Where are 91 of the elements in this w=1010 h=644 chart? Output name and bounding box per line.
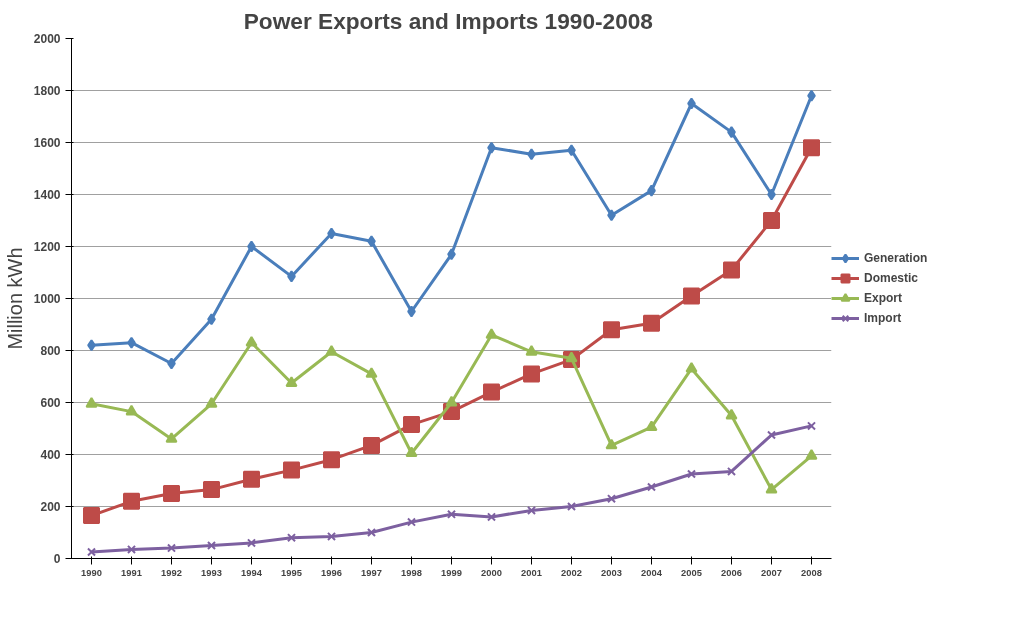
y-tick-label: 1200 <box>33 240 61 254</box>
point <box>725 408 738 420</box>
legend-label: Generation <box>864 251 928 265</box>
point <box>123 492 140 510</box>
y-tick-label: 200 <box>40 500 61 514</box>
legend-label: Import <box>864 311 902 325</box>
x-tick-label: 1993 <box>201 567 222 578</box>
x-tick-label: 2008 <box>801 567 822 578</box>
point <box>326 531 337 541</box>
point <box>603 321 620 339</box>
x-tick-label: 2007 <box>761 567 782 578</box>
point <box>125 404 138 416</box>
point <box>83 507 100 525</box>
y-tick-label: 0 <box>53 552 61 566</box>
y-tick-label: 1000 <box>33 292 61 306</box>
x-tick-label: 1995 <box>281 567 302 578</box>
point <box>645 420 658 432</box>
y-tick-label: 600 <box>40 396 61 410</box>
x-tick-label: 2005 <box>681 567 702 578</box>
point <box>686 469 697 479</box>
point <box>723 261 740 279</box>
x-tick-label: 1999 <box>441 567 462 578</box>
point <box>245 335 258 347</box>
y-tick-label: 1800 <box>33 84 61 98</box>
point <box>525 345 538 356</box>
point <box>806 421 817 431</box>
point <box>166 543 177 553</box>
point <box>406 517 417 527</box>
point <box>163 485 180 502</box>
point <box>605 438 618 450</box>
point <box>283 461 300 479</box>
x-tick-label: 2000 <box>481 567 502 578</box>
point <box>323 451 340 469</box>
point <box>85 397 98 408</box>
point <box>243 470 260 488</box>
x-tick-label: 2002 <box>561 567 582 578</box>
point <box>565 351 578 363</box>
point <box>803 139 820 157</box>
x-tick-label: 1990 <box>81 567 102 578</box>
y-tick-label: 2000 <box>33 32 61 46</box>
y-tick-label: 1400 <box>33 188 61 202</box>
point <box>643 314 660 332</box>
point <box>445 395 458 407</box>
x-tick-label: 1991 <box>121 567 142 578</box>
point <box>325 345 338 356</box>
point <box>405 446 418 458</box>
point <box>765 482 778 494</box>
x-tick-label: 1994 <box>241 567 263 578</box>
point <box>483 383 500 401</box>
point <box>206 540 217 551</box>
x-tick-label: 1996 <box>321 567 342 578</box>
point <box>365 367 378 378</box>
x-tick-label: 2004 <box>641 567 663 578</box>
x-tick-label: 2001 <box>521 567 542 578</box>
point <box>246 538 257 548</box>
x-tick-label: 1998 <box>401 567 422 578</box>
x-tick-label: 1992 <box>161 567 182 578</box>
y-tick-label: 1600 <box>33 136 61 150</box>
point <box>486 512 497 522</box>
point <box>766 430 777 440</box>
y-axis-title: Million kWh <box>3 247 26 350</box>
point <box>446 509 457 519</box>
point <box>683 287 700 305</box>
point <box>646 482 657 492</box>
point <box>203 481 220 499</box>
point <box>165 432 178 443</box>
x-tick-label: 1997 <box>361 567 382 578</box>
point <box>763 212 780 229</box>
point <box>366 527 377 538</box>
point <box>286 533 297 543</box>
point <box>805 449 818 460</box>
point <box>485 328 498 339</box>
point <box>403 416 420 434</box>
point <box>126 544 137 554</box>
legend-label: Export <box>864 291 903 305</box>
y-tick-label: 400 <box>40 448 61 462</box>
point <box>526 505 537 515</box>
legend-label: Domestic <box>864 271 919 285</box>
point <box>86 547 97 557</box>
y-tick-label: 800 <box>40 344 61 358</box>
point <box>726 466 737 476</box>
point <box>523 365 540 383</box>
x-tick-label: 2003 <box>601 567 622 578</box>
point <box>685 361 698 373</box>
chart-title: Power Exports and Imports 1990-2008 <box>243 7 653 34</box>
point <box>566 501 577 512</box>
point <box>285 376 298 387</box>
x-tick-label: 2006 <box>721 567 742 578</box>
point <box>205 397 218 408</box>
point <box>363 436 380 454</box>
point <box>606 494 617 504</box>
